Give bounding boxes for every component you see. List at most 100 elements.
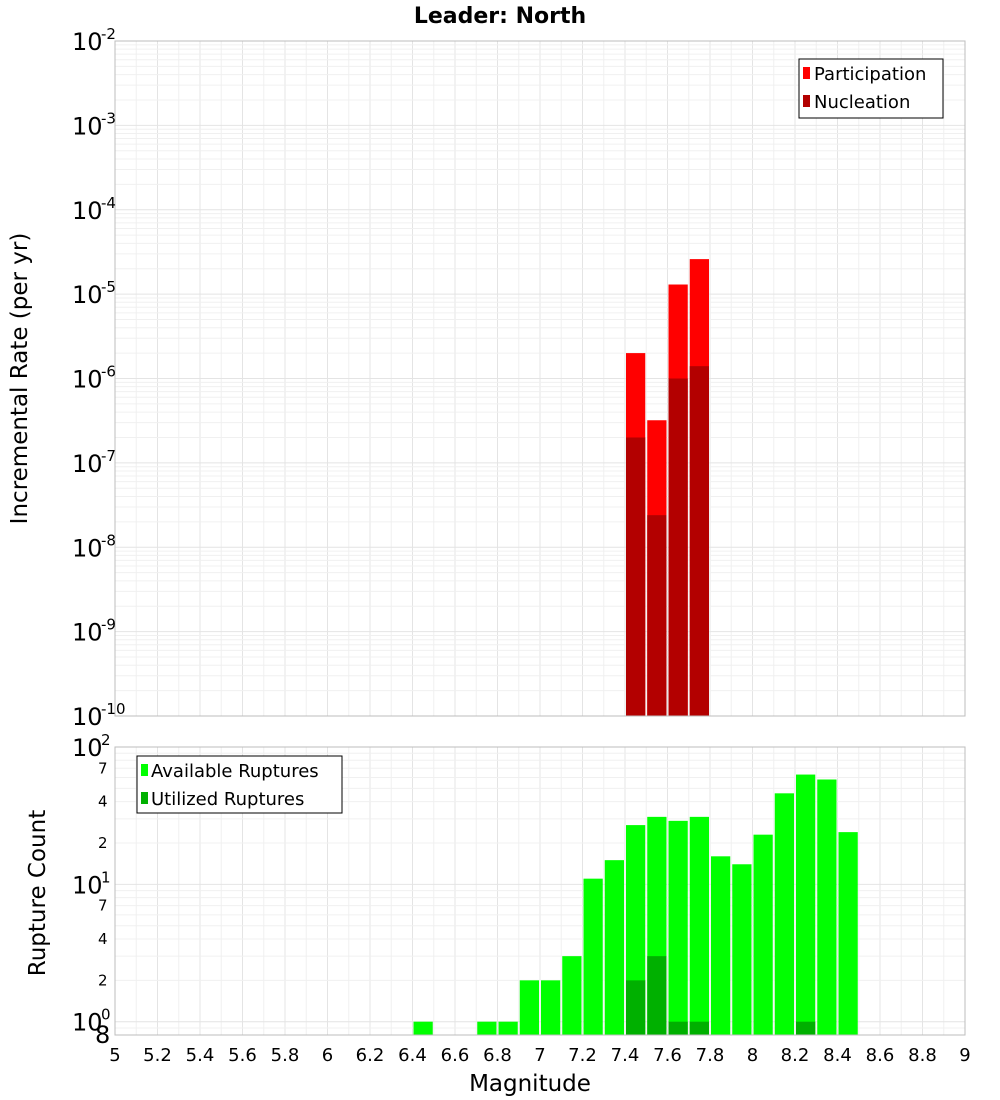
legend-swatch-nucleation [803,95,810,107]
x-tick-label: 5.4 [186,1045,215,1066]
legend-label-available-ruptures: Available Ruptures [151,761,319,782]
x-axis-label: Magnitude [469,1071,591,1097]
y-tick-exponent: 2 [101,731,111,749]
bar-available-ruptures [498,1021,518,1035]
bar-available-ruptures [774,793,794,1035]
y-tick-label: 10 [72,1009,103,1037]
bar-available-ruptures [689,816,709,1035]
y-minor-tick-label: 2 [98,834,108,852]
y-minor-tick-label: 2 [98,971,108,989]
y-tick-exponent: -6 [101,363,116,381]
legend-label-participation: Participation [814,64,926,85]
top-y-axis-label: Incremental Rate (per yr) [7,233,33,525]
bottom-legend: Available Ruptures Utilized Ruptures [136,755,343,814]
bar-utilized-ruptures [689,1021,709,1035]
y-tick-label: 10 [72,281,103,309]
y-minor-tick-label: 7 [98,759,108,777]
bar-available-ruptures [753,834,773,1035]
top-legend: Participation Nucleation [798,58,944,119]
bar-available-ruptures [838,832,858,1035]
bar-utilized-ruptures [626,980,646,1035]
legend-label-nucleation: Nucleation [814,92,910,113]
y-minor-tick-label: 7 [98,897,108,915]
y-tick-label: 10 [72,28,103,56]
bar-available-ruptures [711,856,731,1035]
y-minor-tick-label: 8 [95,1021,110,1049]
bar-available-ruptures [541,980,561,1035]
legend-swatch-utilized-ruptures [141,792,148,804]
legend-label-utilized-ruptures: Utilized Ruptures [151,789,304,810]
bar-available-ruptures [604,860,624,1035]
bar-available-ruptures [668,820,688,1035]
bar-nucleation [668,378,688,716]
bar-nucleation [647,515,667,716]
y-tick-label: 10 [72,619,103,647]
top-plot-frame [114,40,966,717]
top-plot: 10-210-310-410-510-610-710-810-910-10 In… [7,25,966,731]
x-tick-label: 8.8 [908,1045,937,1066]
bar-available-ruptures [817,779,837,1035]
top-y-tick-labels: 10-210-310-410-510-610-710-810-910-10 [72,25,126,731]
bottom-y-axis-label: Rupture Count [25,810,51,976]
bar-available-ruptures [413,1021,433,1035]
x-tick-label: 6 [322,1045,333,1066]
top-legend-box [798,58,944,119]
bar-available-ruptures [583,878,603,1035]
y-tick-exponent: -9 [101,616,116,634]
x-tick-label: 6.6 [441,1045,470,1066]
legend-swatch-available-ruptures [141,764,148,776]
y-tick-label: 10 [72,112,103,140]
bottom-plot-frame [114,746,966,1036]
y-tick-label: 10 [72,871,103,899]
bar-available-ruptures [732,864,752,1035]
x-tick-label: 8.2 [781,1045,810,1066]
bar-available-ruptures [796,774,816,1035]
x-tick-label: 6.4 [398,1045,427,1066]
y-tick-exponent: -5 [101,278,116,296]
bar-available-ruptures [562,956,582,1035]
x-tick-label: 8.4 [823,1045,852,1066]
y-tick-label: 10 [72,703,103,731]
bar-nucleation [689,366,709,716]
y-tick-exponent: 1 [101,868,111,886]
x-tick-label: 8 [747,1045,758,1066]
y-tick-exponent: -4 [101,194,116,212]
bar-available-ruptures [519,980,539,1035]
x-tick-label: 5 [109,1045,120,1066]
y-tick-exponent: -7 [101,447,116,465]
bar-utilized-ruptures [647,956,667,1035]
x-tick-label: 7.4 [611,1045,640,1066]
top-bars [626,259,709,716]
y-tick-exponent: -10 [101,700,126,718]
x-tick-label: 5.8 [271,1045,300,1066]
x-tick-label: 7 [534,1045,545,1066]
x-tick-labels: 5 5.2 5.4 5.6 5.8 6 6.2 6.4 6.6 6.8 7 7.2 7.4 7.6 7.8 8… [109,1045,970,1066]
bottom-legend-box [136,755,343,814]
chart-title: Leader: North [414,4,586,29]
x-tick-label: 7.6 [653,1045,682,1066]
y-tick-exponent: -3 [101,109,116,127]
bar-utilized-ruptures [668,1021,688,1035]
x-tick-label: 7.2 [568,1045,597,1066]
bar-nucleation [626,437,646,716]
top-gridlines [114,40,966,717]
y-tick-exponent: -8 [101,531,116,549]
x-tick-label: 5.2 [143,1045,172,1066]
y-tick-exponent: -2 [101,25,116,43]
legend-swatch-participation [803,67,810,79]
x-tick-label: 9 [959,1045,970,1066]
x-tick-label: 8.6 [866,1045,895,1066]
x-tick-label: 7.8 [696,1045,725,1066]
y-tick-label: 10 [72,534,103,562]
y-tick-label: 10 [72,366,103,394]
y-minor-tick-label: 4 [98,793,108,811]
bottom-bars [413,774,858,1035]
y-tick-label: 10 [72,734,103,762]
bar-utilized-ruptures [796,1021,816,1035]
bar-available-ruptures [477,1021,497,1035]
x-tick-label: 6.2 [356,1045,385,1066]
